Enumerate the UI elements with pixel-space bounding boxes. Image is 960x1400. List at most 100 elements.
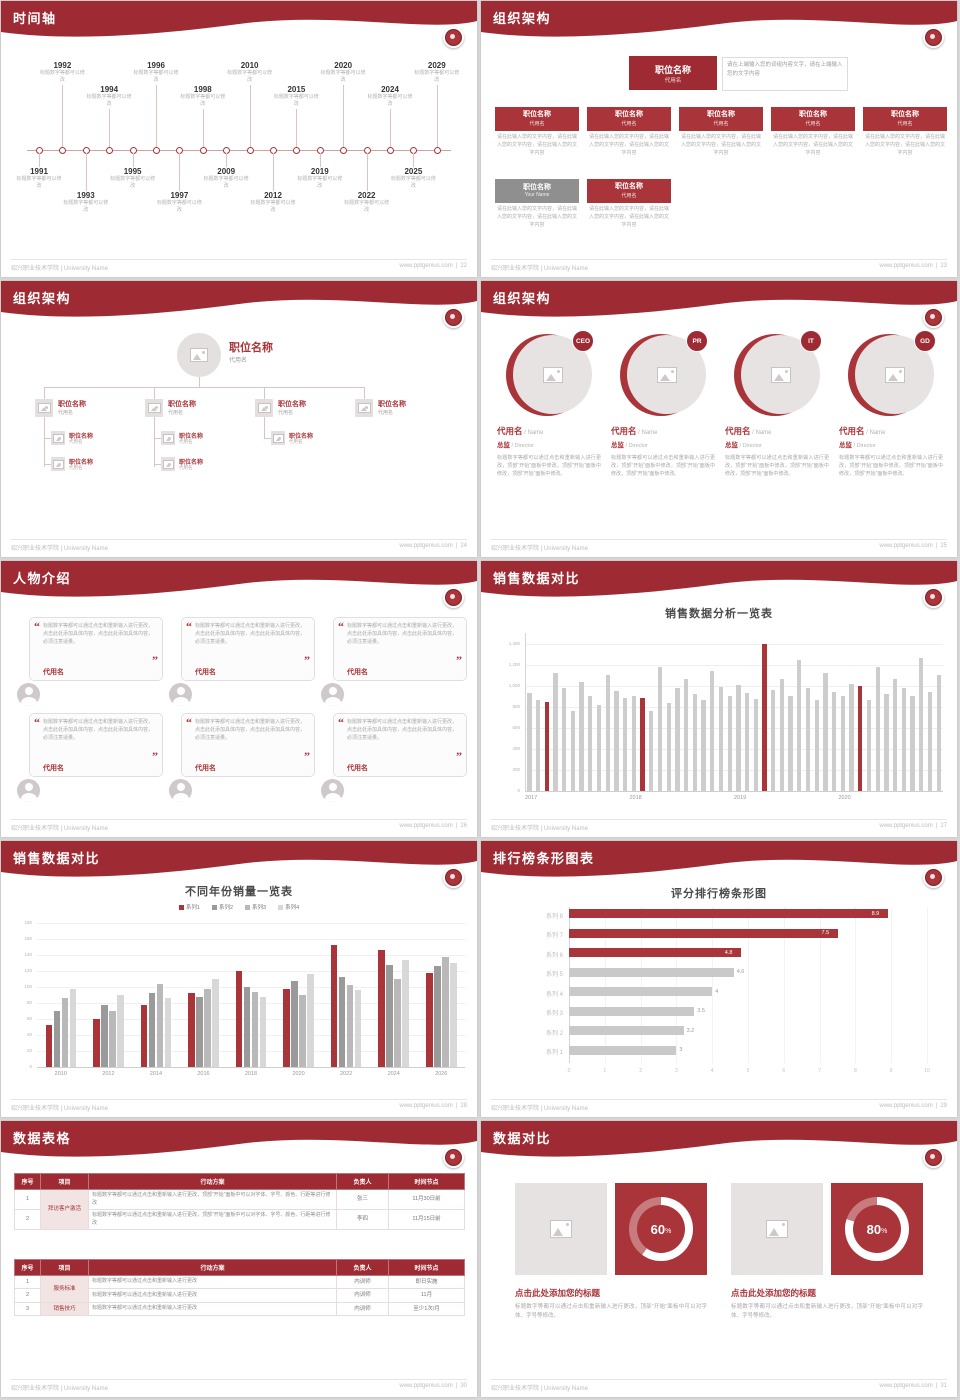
chart-bar [156, 983, 164, 1067]
slide-header: 销售数据对比 [1, 841, 477, 888]
pic-mountain-icon [773, 373, 784, 381]
logo-emblem-icon [445, 309, 462, 326]
org-node-box: 职位名称 代用名 [587, 179, 671, 203]
timeline-year: 2020 [334, 61, 353, 70]
school-logo-icon [443, 307, 464, 328]
chart-bar [251, 991, 259, 1067]
slide-data-compare[interactable]: 数据对比 60% 点击此处添加您的标题 标题数字等都可以通过点击和重新输入进行更改，… [481, 1121, 957, 1397]
chart-bar [354, 990, 362, 1067]
chart-bar [299, 995, 306, 1067]
chart-bar [866, 700, 872, 791]
connector-line [109, 109, 111, 147]
y-axis-line [525, 633, 526, 791]
org-node-title: 职位名称 [707, 111, 735, 119]
org3-role-en: / Director [738, 443, 762, 449]
chart-bar [402, 959, 409, 1067]
timeline-year: 2012 [264, 191, 282, 200]
slide-ranking-chart[interactable]: 排行榜条形图表 评分排行榜条形图 0 1 2 3 4 5 6 7 8 9 10 系列 8 8.9 系列 7 7… [481, 841, 957, 1117]
timeline-dot [433, 147, 441, 154]
person-card: “标题数字等都可以通过点击和重新输入进行更改，点击此处添加具体内容，点击此处添加… [333, 617, 467, 681]
x-tick-label: 2026 [435, 1071, 448, 1077]
org3-name-cn: 代用名 [611, 426, 637, 436]
compare-donut-box: 80% [831, 1183, 923, 1275]
org-node-box: 职位名称 代用名 [587, 107, 671, 131]
logo-emblem-icon [925, 869, 942, 886]
connector-line [44, 387, 364, 388]
connector-line [85, 153, 87, 191]
timeline-entry: 2029 标题数字等都可以修改 [414, 61, 460, 83]
footer-right: www.pptgenius.com | 28 [396, 1103, 467, 1112]
x-gridline [927, 907, 928, 1063]
bar-category-label: 系列 4 [545, 991, 563, 998]
bar-category-label: 系列 7 [545, 933, 563, 939]
x-tick-label: 4 [710, 1068, 714, 1074]
bar-category-label: 系列 1 [545, 1050, 563, 1056]
slide-org-chart-3[interactable]: 组织架构 CEO 代用名 / Name 总监 / Director 标题数字等都可以通… [481, 281, 957, 557]
pic-mountain-icon [360, 407, 367, 411]
slide-content: “ 标题数字等都可以通过点击和重新输入进行更改，点击此处添加具体内容，点击此处添加… [1, 561, 477, 837]
slide-timeline[interactable]: 时间轴 1991 标题数字等都可以修改 1992 标题数字等都可以修改 1993 标题数字… [1, 1, 477, 277]
table-header-cell: 项目 [40, 1259, 89, 1276]
slide-data-tables[interactable]: 数据表格 序号 项目 行动方案 负责人 时间节点 1 拜访客户激活 标题数字等都可以通过点击和… [1, 1121, 477, 1397]
cell-no: 2 [14, 1209, 41, 1230]
org-root-note: 请在上端输入您的词组内容文字，请在上端输入您的文字内容 [722, 57, 848, 91]
y-gridline [525, 727, 943, 729]
table-header-cell: 时间节点 [388, 1173, 465, 1190]
person-name: 代用名 [347, 669, 368, 676]
footer-url: www.pptgenius.com [879, 543, 933, 549]
chart-bar [212, 979, 219, 1067]
slide-people-intro[interactable]: 人物介绍 “标题数字等都可以通过点击和重新输入进行更改，点击此处添加具体内容，点… [1, 561, 477, 837]
chart-bar [69, 988, 76, 1067]
slide-header: 排行榜条形图表 [481, 841, 957, 888]
footer-school: 绍兴职业技术学院 | University Name [491, 546, 588, 552]
chart-bar [788, 696, 793, 791]
org2-node-title: 职位名称 [378, 401, 406, 408]
y-gridline [525, 664, 943, 666]
timeline-year: 2010 [240, 61, 259, 70]
org2-subnode-photo [51, 431, 65, 445]
legend-item: 系列3 [245, 903, 266, 911]
chart-bar [569, 1026, 684, 1035]
chart-bar [394, 979, 401, 1067]
org3-role: 总监 / Director [725, 439, 829, 449]
chart-bar [434, 966, 441, 1067]
chart-bar [117, 995, 124, 1067]
slide-org-chart-2[interactable]: 组织架构 职位名称 代用名 职位名称 代用名 职位名称 代用名 职位名称 代用名 职位名称 代用名… [1, 281, 477, 557]
person-quote: 标题数字等都可以通过点击和重新输入进行更改，点击此处添加具体内容，点击此处添加具… [43, 719, 154, 741]
org-node-title: 职位名称 [891, 111, 919, 119]
org3-role: 总监 / Director [611, 439, 715, 449]
x-tick-label: 2017 [525, 795, 538, 801]
chart-bar [569, 987, 713, 996]
slide-content: 1991 标题数字等都可以修改 1992 标题数字等都可以修改 1993 标题数字等都可以… [1, 1, 477, 277]
cell-no: 1 [14, 1189, 41, 1210]
table-header-row: 序号 项目 行动方案 负责人 时间节点 [14, 1173, 465, 1190]
pic-sun-icon [264, 406, 268, 409]
connector-line [226, 153, 228, 167]
slide-title: 组织架构 [493, 11, 552, 26]
org3-photo-wrap: GD [848, 330, 936, 417]
org2-subnode-sub: 代用名 [69, 465, 83, 470]
x-gridline [712, 907, 714, 1063]
footer-separator: | [455, 1383, 458, 1389]
cell-owner: 内训师 [336, 1301, 389, 1316]
footer-school: 绍兴职业技术学院 | University Name [11, 1386, 108, 1392]
image-placeholder-icon [357, 403, 371, 413]
quote-open-icon: “ [338, 715, 344, 729]
slide-header: 组织架构 [481, 281, 957, 328]
chart-bar [884, 694, 889, 791]
quote-close-icon: ” [304, 749, 310, 763]
footer-url: www.pptgenius.com [399, 263, 453, 269]
timeline-caption: 标题数字等都可以修改 [86, 94, 132, 107]
timeline-year: 2029 [427, 61, 446, 70]
timeline-entry: 1993 标题数字等都可以修改 [63, 191, 109, 213]
chart-bar [614, 690, 619, 791]
slide-sales-chart-1[interactable]: 销售数据对比 销售数据分析一览表 0 200 400 600 800 1,000 1,200 1… [481, 561, 957, 837]
slide-sales-chart-2[interactable]: 销售数据对比 不同年份销量一览表 系列1 系列2 系列3 系列4 0 20 40 60 80 100… [1, 841, 477, 1117]
slide-org-chart-1[interactable]: 组织架构 职位名称 代用名 请在上端输入您的词组内容文字，请在上端输入您的文字内容职… [481, 1, 957, 277]
timeline-caption: 标题数字等都可以修改 [39, 70, 85, 83]
chart-bar [744, 693, 750, 791]
org2-subnode-title: 职位名称 [69, 434, 94, 440]
y-tick-label: 200 [512, 766, 520, 772]
legend-label: 系列4 [285, 905, 300, 911]
org-node-note: 请在此输入您的文字内容，请在此输入您的文字内容，请在此输入您的文字内容 [680, 134, 761, 156]
